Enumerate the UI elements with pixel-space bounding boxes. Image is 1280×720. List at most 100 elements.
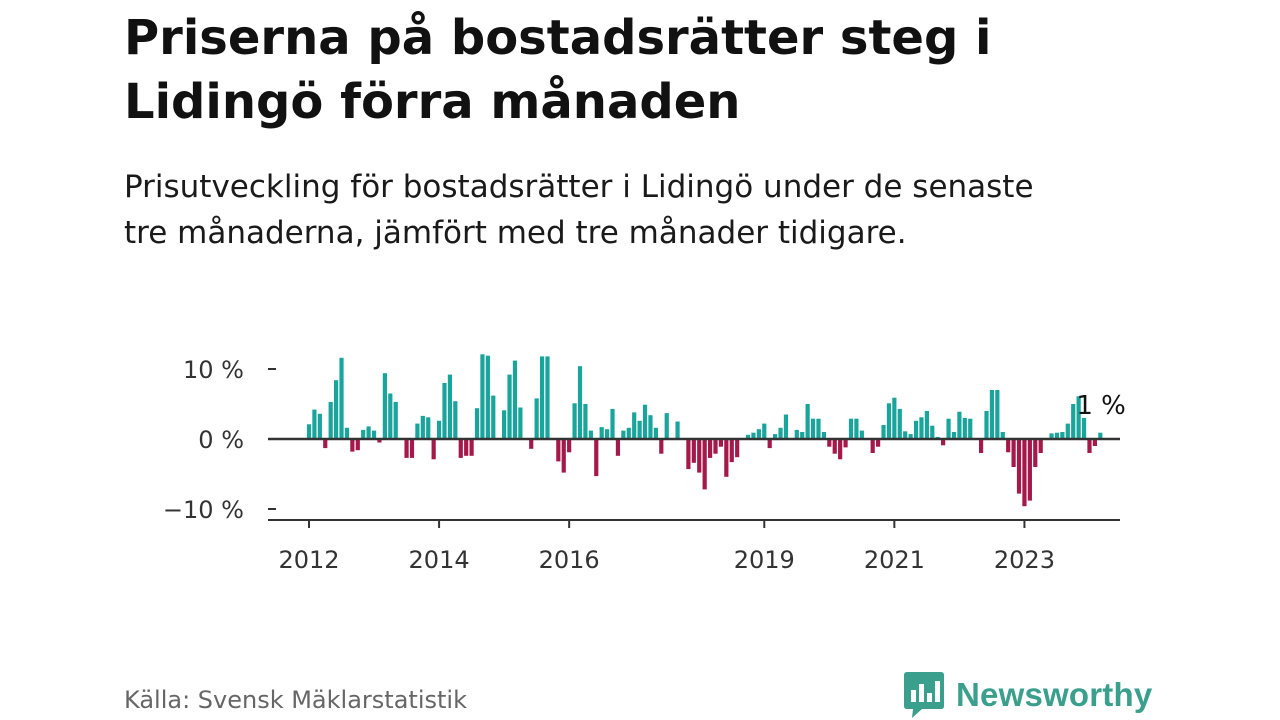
bar-positive [447, 374, 453, 439]
bar-positive [637, 420, 642, 439]
bar-negative [735, 439, 740, 458]
bar-positive [436, 420, 442, 439]
bar-positive [913, 420, 919, 439]
bar-positive [306, 424, 312, 439]
bar-positive [762, 423, 767, 439]
bar-negative [838, 439, 843, 460]
bar-negative [556, 439, 561, 462]
chart-subtitle: Prisutveckling för bostadsrätter i Lidin… [124, 169, 1034, 251]
bar-positive [664, 413, 669, 439]
bar-positive [1071, 404, 1076, 439]
bar-positive [621, 430, 626, 439]
bar-positive [605, 429, 610, 439]
bar-negative [464, 439, 469, 456]
bar-negative [355, 439, 360, 451]
bar-positive [610, 408, 615, 439]
bar-negative [718, 439, 724, 447]
x-tick-label: 2012 [278, 546, 339, 574]
bar-negative [1092, 439, 1097, 446]
bar-positive [474, 408, 480, 439]
bar-positive [442, 383, 447, 439]
bar-positive [848, 418, 854, 439]
bar-negative [1033, 439, 1038, 467]
bar-negative [876, 439, 881, 447]
bar-positive [930, 425, 935, 439]
bar-negative [1011, 439, 1016, 467]
newsworthy-logo[interactable]: Newsworthy [902, 670, 1152, 720]
bar-negative [377, 439, 382, 443]
bar-negative [1027, 439, 1032, 501]
chart-title: Priserna på bostadsrätter steg i Lidingö… [124, 10, 992, 130]
bar-negative [724, 439, 729, 477]
bar-negative [827, 439, 832, 447]
bar-positive [512, 360, 518, 439]
bar-positive [962, 418, 967, 439]
bar-negative [469, 439, 474, 456]
y-tick-label: 0 % [198, 426, 244, 454]
bar-positive [1000, 432, 1005, 439]
bar-positive [859, 430, 864, 439]
bar-positive [583, 404, 588, 439]
bar-positive [1076, 396, 1081, 439]
bar-negative [686, 439, 691, 470]
bar-negative [594, 439, 599, 477]
bar-positive [599, 427, 604, 439]
bar-negative [561, 439, 566, 473]
bar-negative [409, 439, 415, 458]
bar-positive [334, 380, 339, 439]
bar-negative [404, 439, 409, 458]
bar-positive [924, 411, 929, 439]
bar-negative [697, 439, 702, 473]
bar-negative [1087, 439, 1092, 453]
bar-positive [995, 390, 1000, 439]
bar-positive [951, 432, 957, 439]
bar-positive [805, 404, 810, 439]
bar-positive [328, 401, 333, 439]
bar-negative [729, 439, 734, 463]
bar-negative [458, 439, 463, 458]
bar-positive [577, 366, 583, 439]
bar-negative [659, 439, 664, 454]
bar-positive [648, 415, 653, 439]
y-tick-label: −10 % [163, 496, 244, 524]
bar-negative [832, 439, 837, 454]
bar-positive [642, 404, 648, 439]
bar-positive [415, 423, 420, 439]
bar-negative [529, 439, 534, 449]
bar-positive [794, 429, 799, 439]
x-tick-label: 2021 [864, 546, 925, 574]
bar-positive [800, 432, 805, 439]
bar-positive [453, 401, 458, 439]
bar-positive [908, 434, 913, 439]
bar-positive [588, 430, 593, 439]
bar-negative [713, 439, 718, 454]
latest-value-label: 1 % [1076, 391, 1126, 421]
bar-positive [751, 432, 756, 439]
bar-positive [892, 397, 897, 439]
bar-negative [431, 439, 436, 460]
bar-negative [567, 439, 572, 453]
bar-positive [745, 434, 751, 439]
bar-positive [480, 354, 485, 439]
bar-negative [1038, 439, 1043, 453]
bar-positive [545, 356, 550, 439]
bar-negative [691, 439, 696, 463]
bar-negative [323, 439, 328, 449]
bar-positive [317, 413, 322, 439]
bar-positive [778, 427, 783, 439]
bar-negative [767, 439, 772, 449]
bar-positive [816, 418, 821, 439]
bar-positive [420, 415, 425, 439]
bar-negative [978, 439, 984, 453]
source-credit: Källa: Svensk Mäklarstatistik [124, 686, 467, 714]
bar-positive [756, 429, 761, 439]
bar-positive [957, 411, 962, 439]
bar-positive [653, 427, 658, 439]
bar-positive [626, 427, 631, 439]
bar-positive [382, 373, 387, 439]
bar-negative [870, 439, 875, 453]
bar-chart: 10 % 0 % −10 % 2012 2014 2016 2019 2021 2023 1 % [163, 354, 1126, 574]
bar-positive [339, 357, 344, 439]
bar-positive [539, 356, 545, 439]
bar-positive [897, 408, 902, 439]
